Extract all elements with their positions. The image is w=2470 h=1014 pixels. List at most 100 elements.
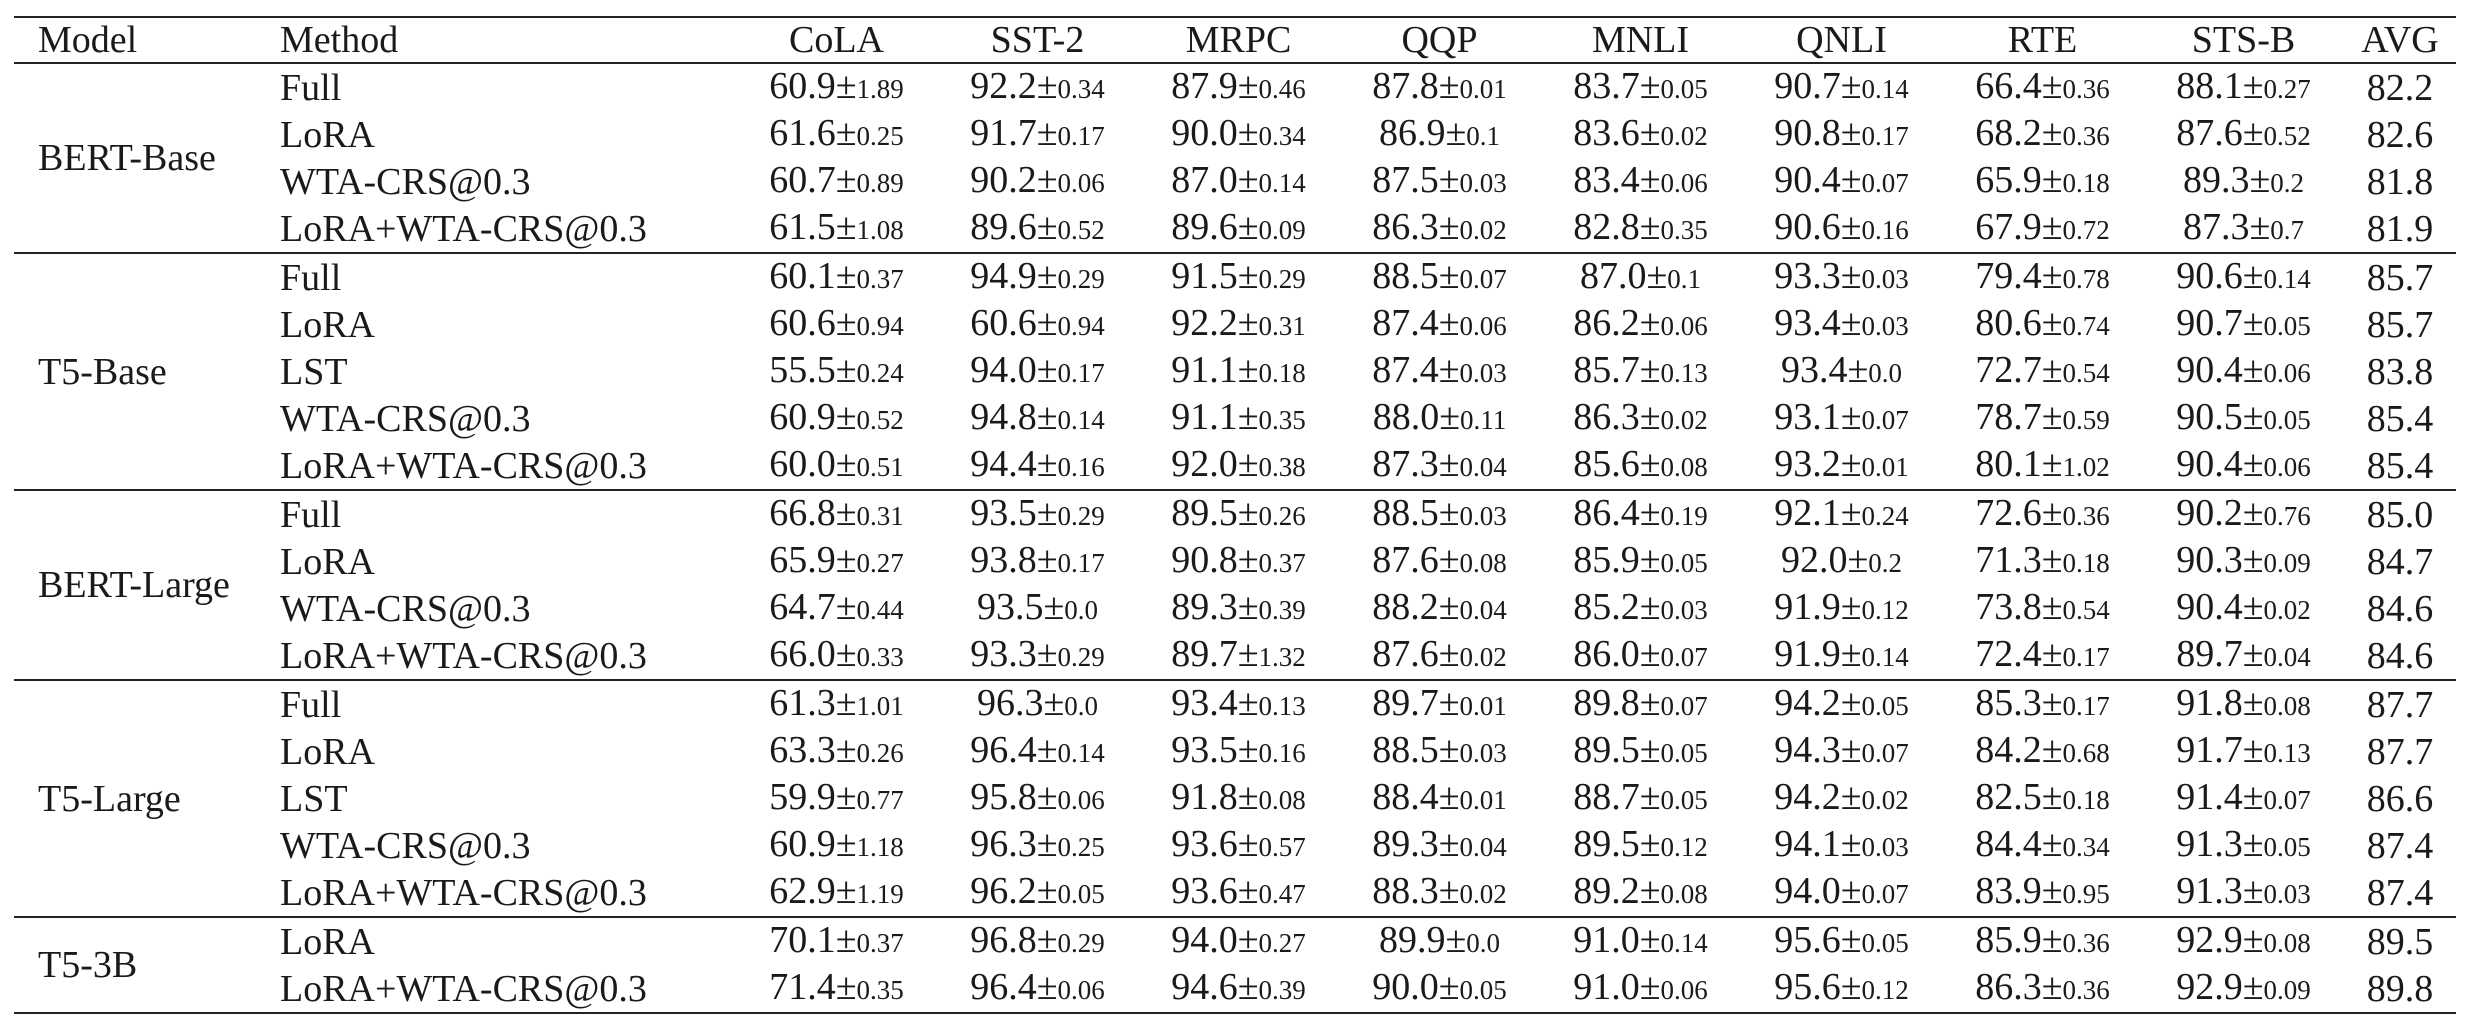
score-std: 0.03 <box>1660 595 1708 625</box>
score-cell: 88.5±0.03 <box>1339 490 1540 538</box>
score-mean: 96.3± <box>970 823 1058 865</box>
score-std: 0.0 <box>1466 928 1501 958</box>
score-cell: 87.3±0.04 <box>1339 442 1540 490</box>
score-mean: 86.3± <box>1975 966 2063 1008</box>
score-cell: 94.6±0.39 <box>1138 965 1339 1013</box>
score-cell: 70.1±0.37 <box>736 917 937 965</box>
score-mean: 70.1± <box>769 919 857 961</box>
score-std: 0.78 <box>2062 264 2110 294</box>
score-cell: 94.3±0.07 <box>1741 728 1942 775</box>
table-row: LoRA 61.6±0.25 91.7±0.17 90.0±0.34 86.9±0.1 8… <box>14 111 2456 158</box>
score-cell: 92.0±0.2 <box>1741 538 1942 585</box>
score-std: 0.03 <box>1459 168 1507 198</box>
avg-cell: 81.9 <box>2366 207 2434 250</box>
table-row: WTA-CRS@0.3 60.7±0.89 90.2±0.06 87.0±0.14 87… <box>14 158 2456 205</box>
score-std: 0.08 <box>1258 785 1306 815</box>
score-cell: 60.6±0.94 <box>937 301 1138 348</box>
score-mean: 91.7± <box>970 112 1058 154</box>
score-cell: 85.2±0.03 <box>1540 585 1741 632</box>
model-name-cell: BERT-Large <box>38 564 230 606</box>
score-mean: 96.3± <box>976 682 1065 724</box>
score-std: 0.06 <box>1057 785 1105 815</box>
score-mean: 94.8± <box>970 396 1058 438</box>
results-table: Model Method CoLA SST-2 MRPC QQP MNLI QN… <box>14 16 2456 1014</box>
table-row: WTA-CRS@0.3 60.9±1.18 96.3±0.25 93.6±0.57 89… <box>14 822 2456 869</box>
score-std: 0.33 <box>856 642 904 672</box>
table-row: T5-Large Full 61.3±1.01 96.3±0.0 93.4±0.13 89… <box>14 680 2456 820</box>
score-cell: 91.1±0.35 <box>1138 395 1339 442</box>
score-mean: 55.5± <box>769 349 857 391</box>
method-cell: LoRA <box>280 920 375 963</box>
model-group: BERT-Large Full 66.8±0.31 93.5±0.29 89.5±0.2… <box>14 490 2456 680</box>
score-cell: 93.6±0.57 <box>1138 822 1339 869</box>
score-cell: 88.7±0.05 <box>1540 775 1741 822</box>
method-cell: LoRA+WTA-CRS@0.3 <box>280 967 647 1010</box>
score-std: 1.02 <box>2062 452 2110 482</box>
score-mean: 90.2± <box>2176 492 2264 534</box>
score-cell: 66.0±0.33 <box>736 632 937 680</box>
avg-cell: 89.5 <box>2366 920 2434 963</box>
table-row: LST 59.9±0.77 95.8±0.06 91.8±0.08 88.4±0.01 8… <box>14 775 2456 822</box>
score-cell: 94.0±0.17 <box>937 348 1138 395</box>
score-cell: 89.7±1.32 <box>1138 632 1339 680</box>
score-mean: 83.6± <box>1573 112 1661 154</box>
score-std: 0.31 <box>856 501 904 531</box>
score-std: 1.18 <box>856 832 904 862</box>
score-mean: 79.4± <box>1975 255 2063 297</box>
score-cell: 92.1±0.24 <box>1741 490 1942 538</box>
score-cell: 90.0±0.05 <box>1339 965 1540 1013</box>
score-std: 0.2 <box>1868 548 1903 578</box>
score-cell: 93.5±0.0 <box>937 585 1138 632</box>
avg-cell: 85.4 <box>2366 397 2434 440</box>
score-std: 0.35 <box>1258 405 1306 435</box>
score-mean: 87.9± <box>1171 65 1259 107</box>
score-std: 0.02 <box>1660 405 1708 435</box>
score-cell: 60.9±1.89 <box>736 63 937 111</box>
score-cell: 93.6±0.47 <box>1138 869 1339 917</box>
score-mean: 67.9± <box>1975 206 2063 248</box>
score-mean: 96.4± <box>970 966 1058 1008</box>
method-cell: WTA-CRS@0.3 <box>280 824 531 867</box>
score-mean: 93.4± <box>1774 302 1862 344</box>
score-std: 0.47 <box>1258 879 1306 909</box>
score-std: 0.14 <box>2263 264 2311 294</box>
score-cell: 88.4±0.01 <box>1339 775 1540 822</box>
score-mean: 71.4± <box>769 966 857 1008</box>
score-std: 0.05 <box>2263 405 2311 435</box>
score-std: 0.27 <box>1258 928 1306 958</box>
score-cell: 88.2±0.04 <box>1339 585 1540 632</box>
score-std: 1.89 <box>856 74 904 104</box>
score-cell: 91.4±0.07 <box>2143 775 2344 822</box>
score-cell: 87.0±0.14 <box>1138 158 1339 205</box>
score-std: 1.32 <box>1258 642 1306 672</box>
score-std: 0.17 <box>1057 121 1105 151</box>
score-mean: 94.2± <box>1774 776 1862 818</box>
score-cell: 89.2±0.08 <box>1540 869 1741 917</box>
score-cell: 90.4±0.02 <box>2143 585 2344 632</box>
score-cell: 86.0±0.07 <box>1540 632 1741 680</box>
score-mean: 91.9± <box>1774 633 1862 675</box>
score-cell: 91.3±0.03 <box>2143 869 2344 917</box>
score-cell: 68.2±0.36 <box>1942 111 2143 158</box>
score-mean: 91.8± <box>2176 682 2264 724</box>
score-mean: 94.0± <box>1774 870 1862 912</box>
score-mean: 95.6± <box>1774 966 1862 1008</box>
score-cell: 85.9±0.05 <box>1540 538 1741 585</box>
score-cell: 92.9±0.09 <box>2143 965 2344 1013</box>
score-cell: 61.6±0.25 <box>736 111 937 158</box>
score-mean: 61.5± <box>769 206 857 248</box>
score-cell: 59.9±0.77 <box>736 775 937 822</box>
score-cell: 89.7±0.01 <box>1339 680 1540 728</box>
score-mean: 87.4± <box>1372 302 1460 344</box>
method-cell: LST <box>280 777 348 820</box>
score-mean: 80.6± <box>1975 302 2063 344</box>
score-mean: 93.8± <box>970 539 1058 581</box>
score-std: 0.07 <box>1660 642 1708 672</box>
results-table-container: Model Method CoLA SST-2 MRPC QQP MNLI QN… <box>14 16 2456 1014</box>
column-header-avg: AVG <box>2344 16 2456 64</box>
method-cell: WTA-CRS@0.3 <box>280 397 531 440</box>
score-cell: 89.6±0.09 <box>1138 205 1339 253</box>
score-mean: 92.0± <box>1171 443 1259 485</box>
score-std: 0.34 <box>1057 74 1105 104</box>
score-std: 0.12 <box>1660 832 1708 862</box>
